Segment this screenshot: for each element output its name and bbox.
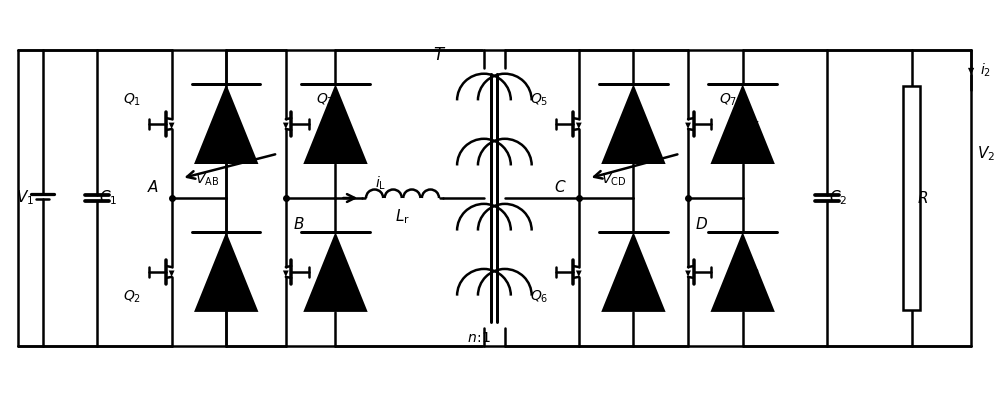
Text: $D$: $D$ bbox=[695, 216, 708, 232]
Polygon shape bbox=[685, 123, 691, 129]
Text: $D_1$: $D_1$ bbox=[225, 116, 243, 132]
Text: $A$: $A$ bbox=[147, 179, 160, 195]
Text: $D_7$: $D_7$ bbox=[742, 116, 760, 132]
Text: $V_2$: $V_2$ bbox=[977, 144, 995, 163]
Text: $V_{\mathrm{CD}}$: $V_{\mathrm{CD}}$ bbox=[601, 172, 626, 189]
Text: $D_6$: $D_6$ bbox=[632, 264, 650, 280]
Text: $T$: $T$ bbox=[433, 46, 446, 64]
Text: $C_1$: $C_1$ bbox=[99, 189, 117, 207]
Polygon shape bbox=[710, 232, 775, 312]
Polygon shape bbox=[283, 271, 289, 277]
Text: $D_5$: $D_5$ bbox=[632, 116, 650, 132]
Polygon shape bbox=[283, 123, 289, 129]
Text: $Q_8$: $Q_8$ bbox=[719, 289, 737, 305]
Text: $V_1$: $V_1$ bbox=[16, 189, 34, 207]
Polygon shape bbox=[194, 232, 258, 312]
Polygon shape bbox=[968, 68, 974, 75]
Polygon shape bbox=[710, 84, 775, 164]
Polygon shape bbox=[303, 84, 368, 164]
Text: $Q_6$: $Q_6$ bbox=[530, 289, 548, 305]
Text: $Q_7$: $Q_7$ bbox=[719, 91, 737, 107]
Polygon shape bbox=[601, 232, 666, 312]
Text: $B$: $B$ bbox=[293, 216, 304, 232]
Polygon shape bbox=[601, 84, 666, 164]
Polygon shape bbox=[576, 271, 582, 277]
Text: $Q_5$: $Q_5$ bbox=[530, 91, 548, 107]
Polygon shape bbox=[303, 232, 368, 312]
Text: $D_4$: $D_4$ bbox=[334, 264, 353, 280]
Text: $C_2$: $C_2$ bbox=[829, 189, 847, 207]
Text: $D_2$: $D_2$ bbox=[225, 264, 243, 280]
Text: $i_2$: $i_2$ bbox=[980, 61, 992, 78]
Polygon shape bbox=[169, 123, 175, 129]
Text: $D_3$: $D_3$ bbox=[334, 116, 352, 132]
Polygon shape bbox=[169, 271, 175, 277]
Polygon shape bbox=[194, 84, 258, 164]
Text: $V_{\mathrm{AB}}$: $V_{\mathrm{AB}}$ bbox=[195, 172, 219, 189]
Text: $i_{\mathrm{L}}$: $i_{\mathrm{L}}$ bbox=[375, 175, 386, 192]
Text: $Q_1$: $Q_1$ bbox=[123, 91, 141, 107]
Bar bbox=[903, 86, 920, 310]
Text: $R$: $R$ bbox=[917, 190, 928, 206]
Polygon shape bbox=[576, 123, 582, 129]
Polygon shape bbox=[685, 271, 691, 277]
Text: $Q_2$: $Q_2$ bbox=[123, 289, 141, 305]
Text: $Q_3$: $Q_3$ bbox=[316, 91, 335, 107]
Text: $L_{\mathrm{r}}$: $L_{\mathrm{r}}$ bbox=[395, 207, 410, 226]
Text: $n\!:\!1$: $n\!:\!1$ bbox=[467, 331, 491, 345]
Text: $Q_4$: $Q_4$ bbox=[316, 289, 335, 305]
Text: $C$: $C$ bbox=[554, 179, 567, 195]
Text: $D_8$: $D_8$ bbox=[742, 264, 760, 280]
